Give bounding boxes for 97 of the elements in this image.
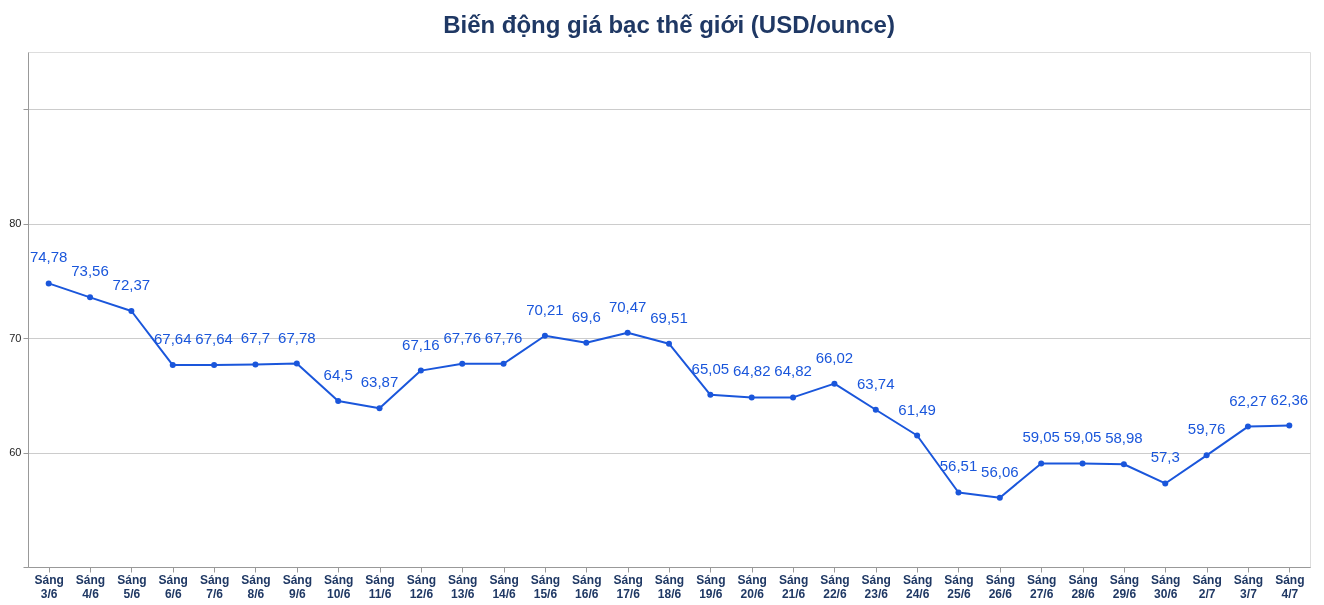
data-label: 67,16	[402, 335, 440, 353]
point	[1038, 460, 1045, 467]
point	[1120, 461, 1127, 468]
x-tick-label: Sáng 18/6	[654, 572, 685, 601]
x-tick-label: Sáng 20/6	[737, 572, 767, 601]
y-tick-label: 80	[9, 217, 22, 230]
x-tick-label: Sáng 11/6	[365, 572, 395, 601]
data-label: 59,76	[1187, 420, 1226, 438]
x-tick-label: Sáng 8/6	[241, 572, 271, 601]
y-tick-label: 60	[9, 446, 22, 459]
x-tick-label: Sáng 25/6	[944, 572, 974, 601]
x-tick-label: Sáng 24/6	[902, 572, 933, 601]
point	[707, 391, 714, 398]
data-label: 67,76	[443, 328, 481, 346]
x-tick-label: Sáng 6/6	[158, 572, 188, 601]
x-tick-label: Sáng 5/6	[117, 572, 147, 601]
x-tick-label: Sáng 10/6	[323, 572, 354, 601]
point	[1286, 422, 1293, 429]
x-tick-label: Sáng 27/6	[1027, 572, 1057, 601]
data-label: 70,47	[608, 297, 647, 315]
data-label: 69,6	[571, 307, 601, 325]
x-tick-label: Sáng 12/6	[406, 572, 437, 601]
x-tick-label: Sáng 19/6	[696, 572, 726, 601]
point	[790, 394, 797, 401]
data-label: 69,51	[650, 308, 688, 326]
data-label: 64,5	[323, 366, 353, 384]
data-label: 63,87	[360, 373, 399, 391]
x-tick-label: Sáng 17/6	[613, 572, 643, 601]
data-label: 57,3	[1150, 448, 1180, 466]
x-tick-label: Sáng 13/6	[448, 572, 478, 601]
point	[417, 367, 424, 374]
point	[211, 362, 218, 369]
data-label: 62,27	[1229, 391, 1267, 409]
data-label: 74,78	[29, 248, 68, 266]
x-tick-label: Sáng 15/6	[530, 572, 561, 601]
point	[955, 489, 962, 496]
point	[996, 494, 1003, 501]
data-label: 67,64	[153, 330, 192, 348]
x-tick-label: Sáng 3/7	[1233, 572, 1264, 601]
x-tick-label: Sáng 9/6	[282, 572, 312, 601]
data-label: 66,02	[815, 348, 854, 366]
data-label: 64,82	[732, 362, 771, 380]
data-label: 58,98	[1105, 429, 1143, 447]
point	[1244, 423, 1251, 430]
data-label: 61,49	[898, 400, 936, 418]
data-label: 65,05	[691, 359, 730, 377]
x-tick-label: Sáng 28/6	[1068, 572, 1098, 601]
point	[831, 380, 838, 387]
x-tick-label: Sáng 16/6	[572, 572, 602, 601]
point	[541, 332, 548, 339]
data-label: 64,82	[774, 362, 812, 380]
x-tick-label: Sáng 4/6	[75, 572, 106, 601]
data-label: 67,64	[195, 330, 233, 348]
point	[748, 394, 755, 401]
chart-title: Biến động giá bạc thế giới (USD/ounce)	[443, 11, 895, 38]
data-label: 63,74	[857, 374, 895, 392]
point	[459, 360, 466, 367]
point	[293, 360, 300, 367]
point	[666, 340, 672, 347]
data-label: 59,05	[1022, 428, 1060, 446]
x-tick-label: Sáng 29/6	[1109, 572, 1140, 601]
x-tick-label: Sáng 14/6	[489, 572, 519, 601]
point	[500, 360, 507, 367]
x-tick-label: Sáng 2/7	[1192, 572, 1222, 601]
point	[87, 294, 94, 301]
data-label: 67,78	[278, 328, 316, 346]
point	[1079, 460, 1086, 467]
point	[45, 280, 52, 287]
data-label: 67,7	[240, 329, 271, 347]
data-label: 73,56	[71, 262, 109, 280]
x-tick-label: Sáng 21/6	[778, 572, 809, 601]
x-tick-label: Sáng 22/6	[820, 572, 850, 601]
data-label: 70,21	[526, 300, 564, 318]
data-label: 62,36	[1270, 390, 1309, 408]
point	[128, 307, 135, 314]
data-label: 67,76	[484, 328, 523, 346]
data-label: 59,05	[1063, 428, 1102, 446]
point	[1203, 452, 1210, 459]
data-label: 56,51	[939, 457, 978, 475]
point	[252, 361, 259, 368]
point	[1162, 480, 1169, 487]
point	[376, 405, 383, 412]
x-tick-label: Sáng 7/6	[199, 572, 230, 601]
x-tick-label: Sáng 30/6	[1151, 572, 1181, 601]
data-label: 56,06	[981, 462, 1019, 480]
point	[335, 398, 342, 405]
point	[624, 329, 631, 336]
point	[872, 406, 879, 413]
x-tick-label: Sáng 23/6	[861, 572, 891, 601]
y-tick-label: 70	[9, 331, 22, 344]
x-tick-label: Sáng 26/6	[985, 572, 1016, 601]
point	[583, 339, 590, 346]
point	[914, 432, 921, 439]
x-tick-label: Sáng 4/7	[1275, 572, 1305, 601]
x-tick-label: Sáng 3/6	[34, 572, 64, 601]
data-label: 72,37	[112, 275, 151, 293]
point	[169, 362, 176, 369]
